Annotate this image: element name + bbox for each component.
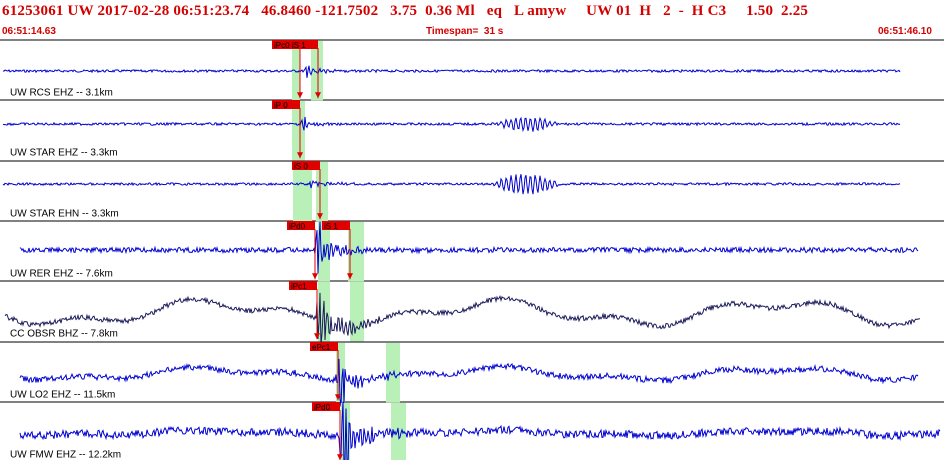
pick-window — [311, 41, 323, 101]
pick-box[interactable] — [289, 281, 317, 290]
pick-box[interactable] — [312, 402, 340, 411]
trace-panel[interactable]: iPc1 CC OBSR BHZ -- 7.8km — [4, 281, 921, 345]
pick-box[interactable] — [292, 161, 320, 170]
trace-panel[interactable]: iP 0 UW STAR EHZ -- 3.3km — [2, 100, 901, 161]
start-time: 06:51:14.63 — [2, 26, 56, 37]
pick-marker-icon — [314, 333, 320, 340]
end-time: 06:51:46.10 — [878, 26, 932, 37]
pick-marker-icon — [337, 454, 343, 460]
trace-panel[interactable]: iPd0 UW FMW EHZ -- 12.2km — [10, 401, 941, 460]
pick-window — [316, 162, 328, 222]
pick-label[interactable]: iPd0 — [289, 222, 306, 231]
trace-panel[interactable]: iPc0 iS 1 UW RCS EHZ -- 3.1km — [2, 40, 901, 101]
pick-marker-icon — [347, 273, 353, 280]
trace-panel[interactable]: iS 0 UW STAR EHN -- 3.3km — [2, 161, 901, 222]
pick-window — [293, 162, 312, 222]
pick-label[interactable]: iS 1 — [324, 222, 338, 231]
waveform-trace — [2, 65, 901, 78]
station-label: UW FMW EHZ -- 12.2km — [10, 449, 121, 460]
station-label: UW STAR EHN -- 3.3km — [10, 208, 119, 219]
waveform-trace — [19, 401, 941, 460]
waveform-trace — [2, 174, 901, 195]
pick-marker-icon — [297, 152, 303, 159]
pick-marker-icon — [312, 273, 318, 280]
pick-label[interactable]: ePc1 — [312, 343, 331, 352]
pick-box[interactable] — [272, 40, 300, 49]
station-label: UW STAR EHZ -- 3.3km — [10, 147, 118, 158]
pick-marker-icon — [335, 394, 341, 401]
pick-window — [292, 101, 305, 161]
pick-box[interactable] — [322, 221, 350, 230]
waveform-trace — [4, 292, 921, 345]
waveform-trace — [19, 221, 919, 274]
pick-window — [292, 41, 300, 101]
pick-label[interactable]: iPc0 — [274, 41, 290, 50]
timespan-label: Timespan= 31 s — [426, 26, 504, 37]
pick-box[interactable] — [287, 221, 315, 230]
pick-marker-icon — [297, 92, 303, 99]
pick-box[interactable] — [310, 342, 338, 351]
pick-window — [336, 343, 345, 403]
station-label: UW RCS EHZ -- 3.1km — [10, 87, 113, 98]
waveform-trace — [19, 358, 919, 407]
pick-marker-icon — [315, 92, 321, 99]
pick-window — [386, 343, 400, 403]
pick-label[interactable]: iPc1 — [291, 282, 307, 291]
pick-label[interactable]: iS 0 — [294, 162, 308, 171]
trace-panel[interactable]: ePc1 UW LO2 EHZ -- 11.5km — [10, 342, 919, 407]
pick-label[interactable]: iS 1 — [292, 41, 306, 50]
pick-box[interactable] — [272, 100, 300, 109]
pick-window — [350, 282, 364, 342]
event-header: 61253061 UW 2017-02-28 06:51:23.74 46.84… — [2, 3, 809, 19]
pick-label[interactable]: iPd0 — [314, 403, 331, 412]
station-label: CC OBSR BHZ -- 7.8km — [10, 328, 118, 339]
station-label: UW RER EHZ -- 7.6km — [10, 268, 113, 279]
pick-marker-icon — [317, 213, 323, 220]
station-label: UW LO2 EHZ -- 11.5km — [10, 389, 115, 400]
waveform-trace — [2, 116, 901, 133]
pick-box[interactable] — [290, 40, 318, 49]
trace-panel[interactable]: iPd0 iS 1 UW RER EHZ -- 7.6km — [10, 221, 919, 282]
pick-label[interactable]: iP 0 — [274, 101, 288, 110]
